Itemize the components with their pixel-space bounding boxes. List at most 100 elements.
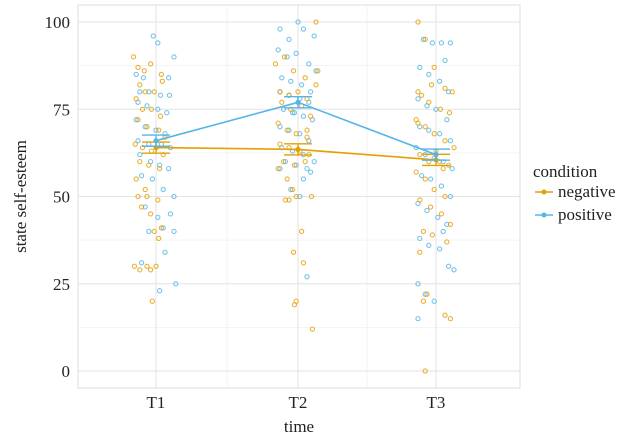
data-point-positive	[133, 117, 139, 123]
data-point-negative	[279, 99, 285, 105]
mean-point-positive	[153, 138, 159, 144]
data-point-positive	[427, 176, 434, 182]
data-point-positive	[173, 281, 179, 287]
data-point-positive	[156, 162, 163, 168]
data-point-negative	[277, 89, 283, 95]
data-point-negative	[313, 82, 319, 88]
data-point-negative	[290, 249, 297, 255]
data-point-negative	[309, 326, 316, 332]
data-point-positive	[156, 288, 163, 294]
data-point-negative	[417, 197, 423, 203]
data-point-negative	[277, 141, 283, 147]
data-point-positive	[142, 204, 148, 210]
data-point-positive	[277, 26, 283, 32]
data-point-positive	[436, 246, 443, 252]
data-point-negative	[428, 82, 435, 88]
data-point-negative	[133, 96, 139, 102]
data-point-negative	[438, 211, 445, 217]
data-point-positive	[137, 151, 143, 158]
data-point-negative	[424, 291, 430, 297]
data-point-positive	[171, 193, 177, 200]
data-point-positive	[300, 113, 307, 119]
data-point-negative	[422, 176, 428, 182]
data-point-positive	[171, 54, 177, 60]
data-point-negative	[422, 368, 428, 374]
data-point-negative	[272, 61, 279, 67]
data-point-negative	[144, 124, 150, 130]
data-point-negative	[417, 151, 423, 158]
data-point-negative	[415, 89, 421, 95]
data-point-positive	[417, 235, 423, 242]
data-point-positive	[288, 78, 294, 84]
data-point-positive	[155, 40, 161, 46]
data-point-negative	[286, 92, 292, 98]
data-point-positive	[165, 75, 172, 81]
data-point-negative	[135, 193, 141, 200]
data-point-negative	[151, 89, 157, 95]
mean-point-positive	[295, 99, 301, 105]
data-point-positive	[160, 186, 166, 193]
data-point-negative	[147, 267, 154, 273]
data-point-positive	[447, 138, 454, 144]
data-point-positive	[444, 117, 450, 123]
data-point-positive	[442, 57, 448, 64]
data-point-negative	[146, 162, 152, 168]
data-point-negative	[427, 204, 434, 210]
data-point-positive	[162, 131, 168, 137]
data-point-negative	[293, 193, 299, 200]
x-axis-title: time	[284, 417, 314, 436]
data-point-positive	[288, 186, 294, 193]
data-point-positive	[166, 92, 173, 98]
mean-point-positive	[433, 152, 439, 158]
data-point-negative	[449, 89, 455, 95]
data-point-positive	[155, 214, 161, 221]
data-point-negative	[137, 82, 143, 88]
data-point-positive	[284, 54, 290, 60]
data-point-positive	[291, 110, 298, 116]
legend-label-negative: negative	[558, 182, 616, 201]
data-point-negative	[426, 99, 432, 105]
data-point-positive	[149, 176, 156, 182]
data-point-positive	[167, 211, 174, 217]
data-point-positive	[133, 71, 139, 78]
data-point-negative	[295, 89, 301, 95]
data-point-negative	[286, 197, 292, 203]
data-point-positive	[415, 96, 421, 102]
data-point-positive	[164, 110, 170, 116]
mean-point-negative	[295, 146, 301, 152]
y-tick-label: 25	[53, 275, 70, 294]
data-point-positive	[424, 207, 430, 214]
data-point-positive	[160, 225, 166, 231]
y-tick-label: 100	[45, 13, 71, 32]
data-point-negative	[153, 263, 159, 269]
data-point-negative	[422, 36, 428, 43]
data-point-negative	[291, 162, 298, 168]
data-point-negative	[290, 68, 297, 74]
data-point-negative	[442, 312, 448, 318]
data-point-negative	[315, 68, 321, 74]
data-point-negative	[415, 120, 421, 126]
data-point-negative	[302, 158, 308, 165]
data-point-negative	[300, 260, 307, 266]
data-point-positive	[440, 158, 446, 165]
data-point-positive	[138, 260, 145, 266]
legend-title: condition	[533, 162, 598, 181]
data-point-positive	[157, 92, 164, 98]
data-point-positive	[451, 267, 457, 273]
data-point-positive	[280, 106, 287, 112]
data-point-negative	[446, 110, 453, 116]
data-point-positive	[165, 165, 172, 172]
data-point-positive	[140, 75, 147, 81]
data-point-negative	[281, 54, 288, 60]
data-point-positive	[418, 172, 425, 179]
data-point-negative	[293, 131, 299, 137]
data-point-positive	[417, 64, 423, 71]
data-point-negative	[282, 197, 289, 203]
data-point-negative	[148, 106, 155, 112]
data-point-negative	[307, 113, 314, 119]
data-point-negative	[431, 131, 437, 137]
data-point-negative	[135, 117, 141, 123]
legend-label-positive: positive	[558, 205, 612, 224]
data-point-negative	[431, 186, 437, 193]
